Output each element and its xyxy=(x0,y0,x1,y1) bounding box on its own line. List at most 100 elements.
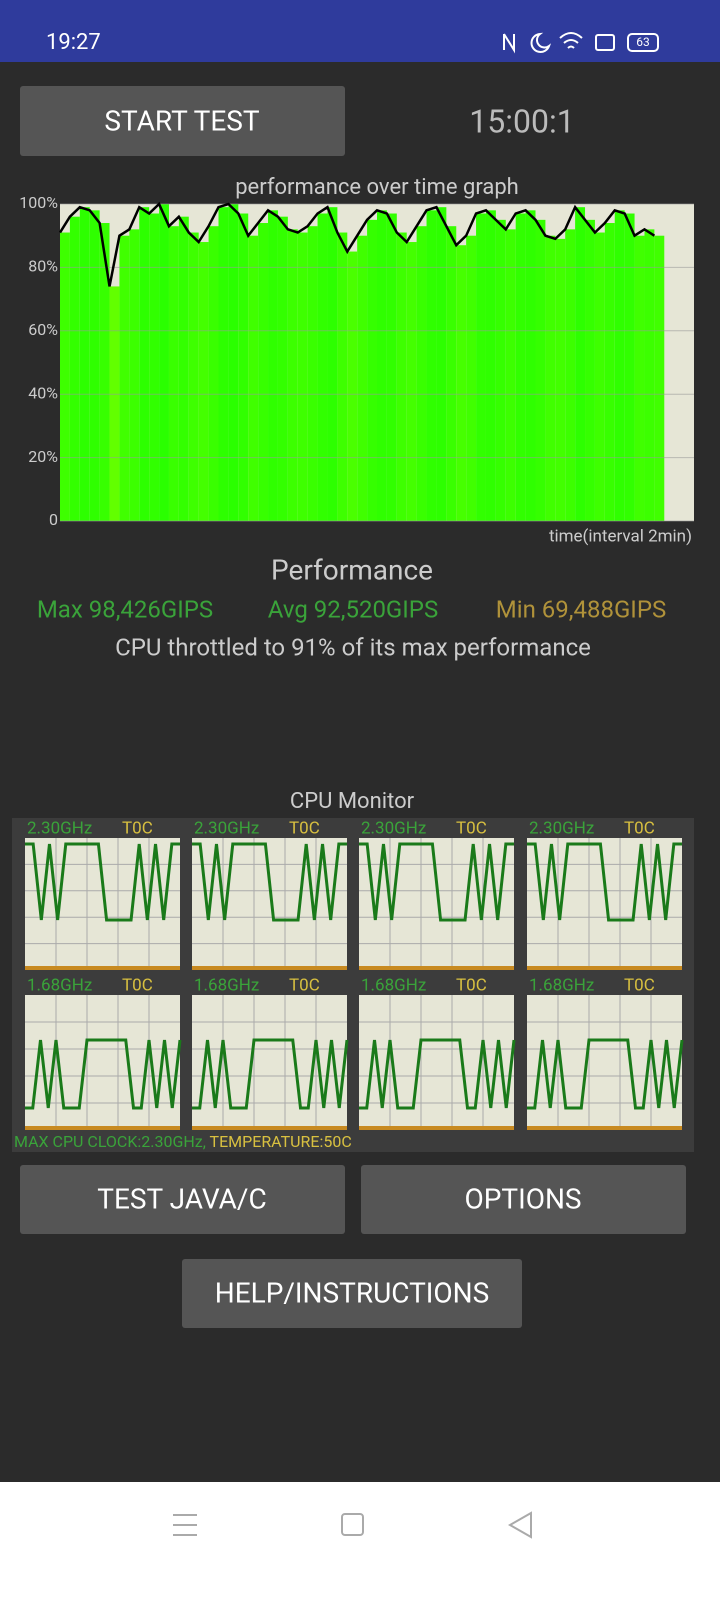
core-freq: 1.68GHz xyxy=(27,975,92,995)
test-java-label[interactable]: TEST JAVA/C xyxy=(97,1182,266,1215)
performance-bar xyxy=(495,219,506,521)
y-tick-label: 0 xyxy=(49,510,58,529)
performance-bar xyxy=(258,223,269,521)
core-temp-bar xyxy=(25,1126,180,1130)
core-freq: 1.68GHz xyxy=(361,975,426,995)
core-freq: 1.68GHz xyxy=(194,975,259,995)
core-freq-line xyxy=(192,1038,349,1110)
max-performance: Max 98,426GIPS xyxy=(37,595,213,623)
performance-bar xyxy=(208,226,219,521)
performance-bar xyxy=(168,226,179,521)
performance-bar xyxy=(60,232,70,521)
core-temp: T0C xyxy=(289,818,320,838)
help-button[interactable] xyxy=(182,1259,522,1328)
options-button[interactable] xyxy=(361,1165,686,1234)
core-freq: 2.30GHz xyxy=(529,818,594,838)
performance-bar xyxy=(79,207,90,522)
performance-bar xyxy=(446,226,457,521)
cpu-cores: 2.30GHz T0C 2.30GHz T0C 2.30GHz T0C 2.30GHz T0C… xyxy=(25,818,684,1130)
performance-bar xyxy=(614,210,625,521)
performance-bar xyxy=(555,238,566,521)
start-button-label[interactable]: START TEST xyxy=(104,104,259,137)
performance-bar xyxy=(218,207,229,522)
core-graph-bg xyxy=(192,995,347,1130)
core-freq: 2.30GHz xyxy=(194,818,259,838)
core-freq-line xyxy=(359,842,514,922)
core-freq-line xyxy=(25,842,180,922)
performance-bar xyxy=(585,219,595,521)
battery-level: 63 xyxy=(636,35,650,49)
core-freq: 2.30GHz xyxy=(361,818,426,838)
start-button[interactable] xyxy=(20,86,345,156)
performance-bar xyxy=(178,216,189,521)
status-icons xyxy=(503,32,615,54)
y-tick-label: 20% xyxy=(28,447,58,466)
performance-bar xyxy=(386,213,397,521)
performance-bar xyxy=(525,210,536,521)
performance-bar xyxy=(99,223,110,521)
nav-bar xyxy=(0,1482,720,1600)
performance-bar xyxy=(287,229,298,522)
nav-home[interactable] xyxy=(341,1513,364,1536)
performance-bar xyxy=(535,219,546,521)
nav-back[interactable] xyxy=(507,1511,532,1539)
performance-bar xyxy=(149,213,160,521)
performance-bar xyxy=(476,213,486,521)
performance-bar xyxy=(575,207,586,522)
core-temp: T0C xyxy=(289,975,320,995)
avg-performance: Avg 92,520GIPS xyxy=(268,595,438,623)
test-java-button[interactable] xyxy=(20,1165,345,1234)
core-temp: T0C xyxy=(456,975,487,995)
core-temp: T0C xyxy=(624,818,655,838)
core-temp-bar xyxy=(527,966,682,970)
options-label[interactable]: OPTIONS xyxy=(464,1182,581,1215)
performance-line xyxy=(58,201,656,287)
performance-bar xyxy=(347,251,358,522)
performance-bar xyxy=(337,232,348,521)
performance-bar xyxy=(357,235,368,521)
performance-bar xyxy=(367,219,377,521)
core-graph-bg xyxy=(25,995,180,1130)
performance-bar xyxy=(198,242,209,522)
graph-title: performance over time graph xyxy=(235,175,519,200)
help-label[interactable]: HELP/INSTRUCTIONS xyxy=(215,1276,490,1309)
performance-bar xyxy=(377,210,387,521)
y-tick-label: 100% xyxy=(19,193,58,212)
performance-bar xyxy=(406,242,417,522)
performance-bar xyxy=(277,216,288,521)
core-graph-bg xyxy=(527,995,682,1130)
core-temp: T0C xyxy=(624,975,655,995)
core-freq-line xyxy=(192,842,347,922)
core-freq-line xyxy=(25,1038,182,1110)
performance-bar xyxy=(456,245,467,521)
cpu-monitor-title: CPU Monitor xyxy=(290,789,415,814)
core-freq-line xyxy=(527,1038,684,1110)
performance-graph: 100% 80% 60% 40% 20% 0 xyxy=(19,193,694,529)
y-tick-label: 60% xyxy=(28,320,58,339)
performance-bar xyxy=(119,235,130,521)
clock: 19:27 xyxy=(46,30,101,55)
performance-bar xyxy=(238,213,249,521)
max-clock: MAX CPU CLOCK:2.30GHz, xyxy=(14,1132,206,1151)
core-temp-bar xyxy=(192,1126,347,1130)
performance-bar xyxy=(466,235,477,521)
core-temp: T0C xyxy=(122,975,153,995)
core-freq-line xyxy=(359,1038,516,1110)
performance-bar xyxy=(129,229,140,522)
performance-bar xyxy=(485,210,496,521)
performance-bar xyxy=(297,232,308,521)
cpu-summary: MAX CPU CLOCK:2.30GHz, TEMPERATURE:50C xyxy=(14,1132,352,1151)
core-temp-bar xyxy=(359,966,514,970)
performance-bar xyxy=(515,213,526,521)
core-temp-bar xyxy=(359,1126,514,1130)
min-performance: Min 69,488GIPS xyxy=(496,595,666,623)
nav-menu[interactable] xyxy=(173,1514,197,1536)
performance-bar xyxy=(317,213,328,521)
nav-icons xyxy=(173,1511,532,1539)
core-freq-line xyxy=(527,842,682,922)
performance-bar xyxy=(69,216,80,521)
performance-bar xyxy=(188,232,199,521)
performance-bar xyxy=(228,204,239,521)
temperature: TEMPERATURE:50C xyxy=(210,1132,352,1151)
core-temp-bar xyxy=(192,966,347,970)
